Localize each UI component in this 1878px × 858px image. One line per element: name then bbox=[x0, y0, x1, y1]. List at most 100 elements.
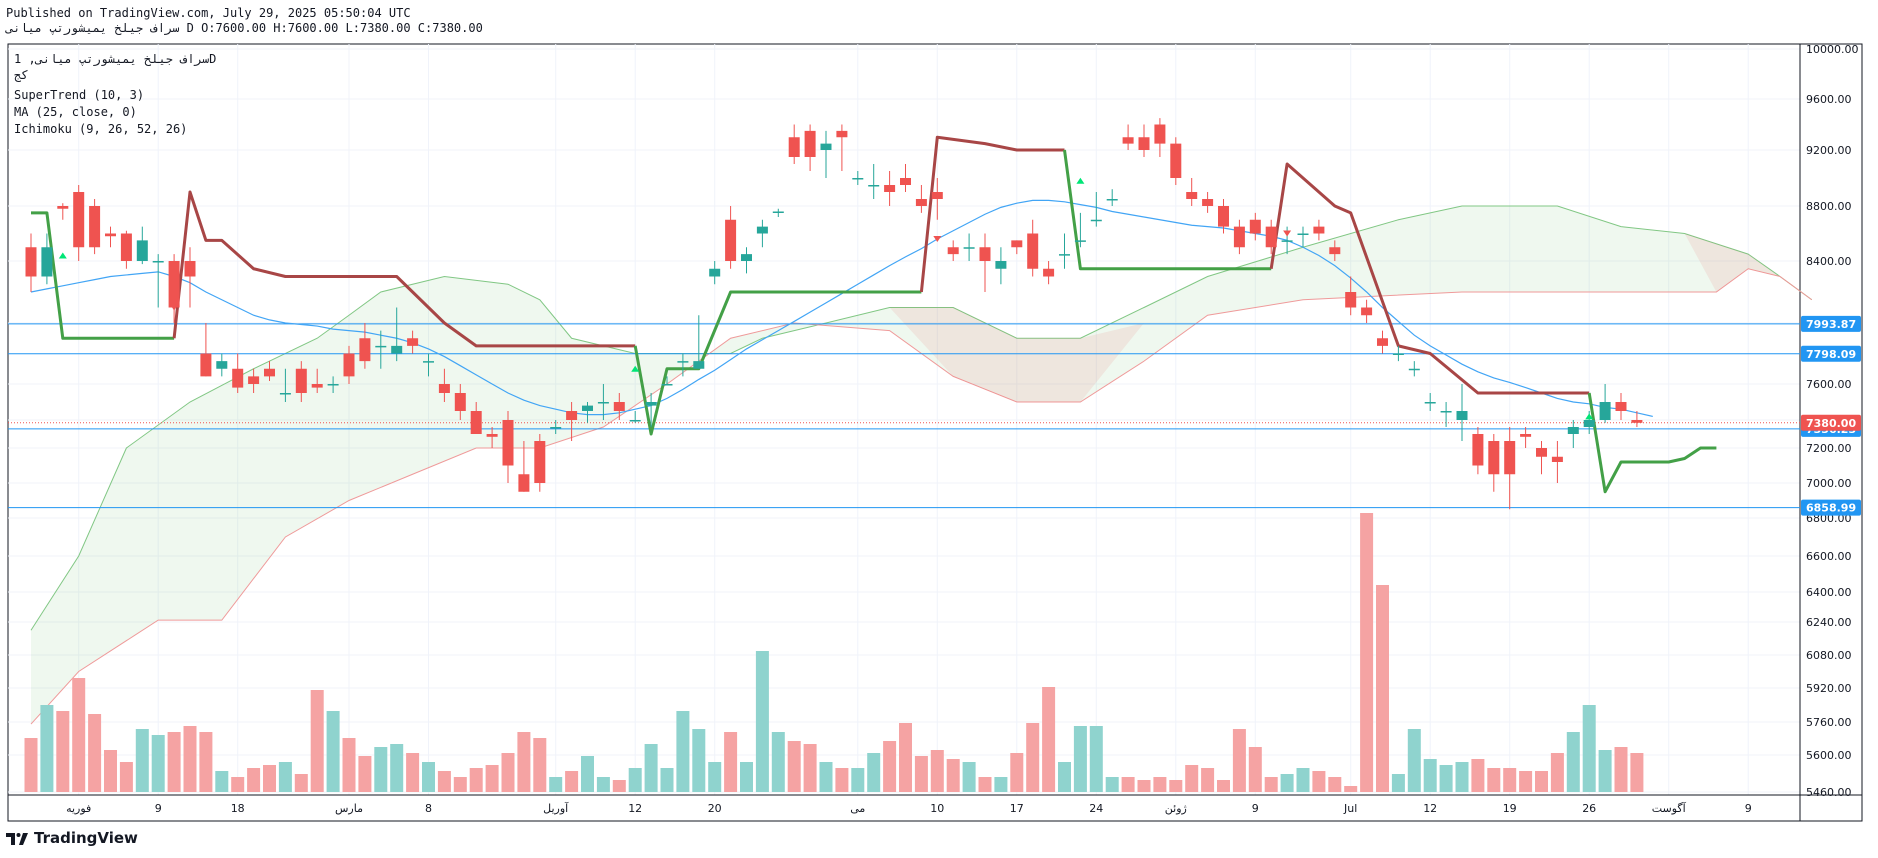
candle bbox=[1186, 192, 1198, 199]
candle bbox=[1106, 199, 1118, 201]
x-tick-label: 8 bbox=[425, 802, 432, 815]
candle bbox=[677, 361, 689, 363]
candle bbox=[613, 402, 625, 411]
volume-bar bbox=[485, 765, 499, 792]
volume-bar bbox=[596, 777, 610, 792]
volume-bar bbox=[1391, 774, 1405, 792]
volume-bar bbox=[1058, 762, 1071, 792]
volume-bar bbox=[342, 738, 356, 792]
supertrend-up bbox=[1587, 392, 1717, 494]
candle bbox=[279, 393, 291, 395]
volume-bar bbox=[263, 765, 276, 792]
candle bbox=[931, 192, 943, 199]
candle bbox=[995, 261, 1007, 269]
volume-bar bbox=[24, 738, 38, 792]
x-tick-label: آوریل bbox=[543, 801, 569, 815]
candle bbox=[184, 261, 196, 277]
candle bbox=[1345, 292, 1357, 308]
x-tick-label: 20 bbox=[708, 802, 722, 815]
volume-bar bbox=[104, 750, 117, 792]
candle bbox=[804, 130, 816, 157]
y-tick-label: 9600.00 bbox=[1806, 93, 1852, 106]
volume-bar bbox=[135, 729, 149, 792]
candle bbox=[868, 185, 880, 187]
x-tick-label: 26 bbox=[1582, 802, 1596, 815]
candle bbox=[1138, 137, 1150, 150]
tradingview-brand: TradingView bbox=[34, 829, 138, 847]
candle bbox=[693, 361, 705, 369]
x-tick-label: آگوست bbox=[1652, 801, 1687, 815]
candle bbox=[1472, 434, 1484, 466]
candle bbox=[470, 411, 482, 434]
legend-ma[interactable]: MA (25, close, 0) bbox=[14, 105, 137, 119]
volume-bar bbox=[1217, 780, 1230, 792]
candle bbox=[900, 178, 911, 185]
candle bbox=[1313, 226, 1325, 234]
volume-bar bbox=[1105, 777, 1119, 792]
volume-bar bbox=[628, 768, 642, 792]
volume-bar bbox=[692, 729, 706, 792]
candle bbox=[1551, 456, 1563, 462]
volume-bar bbox=[1121, 777, 1135, 792]
candle bbox=[518, 474, 530, 492]
y-tick-label: 6240.00 bbox=[1806, 616, 1852, 629]
volume-bar bbox=[374, 747, 388, 792]
volume-bar bbox=[1630, 753, 1644, 792]
volume-bar bbox=[1153, 777, 1167, 792]
volume-bar bbox=[803, 744, 817, 792]
chart-border bbox=[7, 43, 1863, 822]
volume-bar bbox=[755, 651, 769, 792]
volume-bar bbox=[708, 762, 722, 792]
volume-bar bbox=[358, 756, 372, 792]
candle bbox=[1297, 233, 1309, 235]
candle bbox=[168, 261, 180, 308]
volume-bar bbox=[1598, 750, 1612, 792]
volume-bar bbox=[1566, 732, 1580, 792]
volume-bar bbox=[930, 750, 944, 792]
volume-bar bbox=[724, 732, 738, 792]
candle bbox=[1090, 219, 1102, 222]
candle bbox=[1504, 441, 1516, 475]
candle bbox=[136, 240, 148, 261]
tradingview-icon bbox=[6, 831, 30, 845]
volume-bar bbox=[1010, 753, 1024, 792]
candle bbox=[41, 247, 53, 277]
x-tick-label: 18 bbox=[231, 802, 245, 815]
volume-bar bbox=[1582, 705, 1596, 792]
supertrend-down bbox=[172, 190, 636, 348]
legend-supertrend[interactable]: SuperTrend (10, 3) bbox=[14, 88, 145, 102]
buy-signal-icon bbox=[58, 252, 67, 259]
candle bbox=[407, 338, 419, 346]
candle bbox=[25, 247, 37, 277]
candle bbox=[884, 185, 896, 192]
candle bbox=[1122, 137, 1134, 144]
volume-bar bbox=[1185, 765, 1199, 792]
candle bbox=[486, 434, 498, 437]
candle bbox=[820, 143, 832, 150]
x-tick-label: 19 bbox=[1503, 802, 1517, 815]
candle bbox=[311, 384, 323, 388]
y-tick-label: 7200.00 bbox=[1806, 442, 1852, 455]
volume-bar bbox=[1169, 780, 1183, 792]
volume-bar bbox=[883, 741, 897, 792]
volume-bar bbox=[167, 732, 181, 792]
legend-sub: کج bbox=[14, 68, 29, 82]
volume-bar bbox=[422, 762, 435, 792]
volume-bar bbox=[1407, 729, 1421, 792]
published-text: Published on TradingView.com, July 29, 2… bbox=[6, 6, 411, 20]
ichimoku-cloud-bear-2 bbox=[1684, 233, 1812, 300]
volume-bar bbox=[549, 777, 563, 792]
candle bbox=[534, 441, 546, 483]
candle bbox=[550, 427, 562, 429]
candle bbox=[597, 402, 609, 404]
ichimoku-cloud bbox=[31, 206, 1812, 725]
y-tick-label: 6080.00 bbox=[1806, 649, 1852, 662]
supertrend-up bbox=[1063, 149, 1272, 271]
candle bbox=[1059, 254, 1070, 256]
volume-bar bbox=[1503, 768, 1517, 792]
supertrend-up bbox=[31, 211, 175, 340]
legend-ichimoku[interactable]: Ichimoku (9, 26, 52, 26) bbox=[14, 122, 188, 136]
volume-bar bbox=[1280, 774, 1294, 792]
candle bbox=[57, 206, 69, 209]
